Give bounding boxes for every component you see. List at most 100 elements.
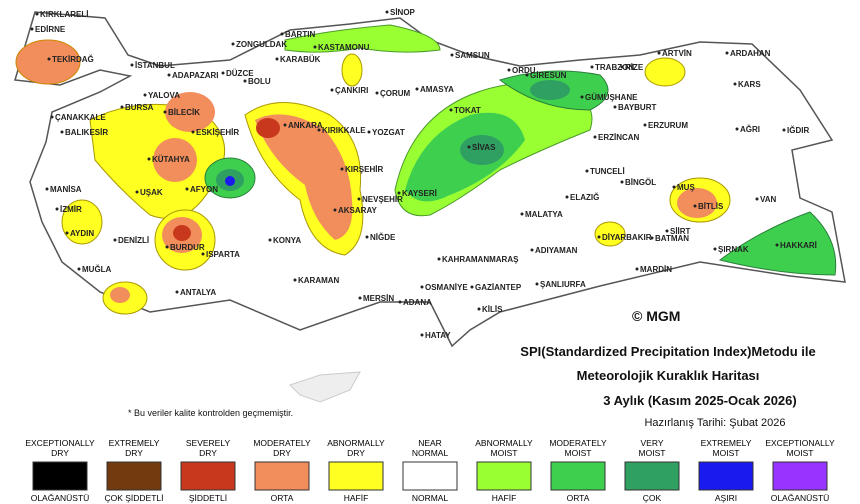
city-label: NİĞDE bbox=[370, 233, 396, 242]
city-label: ADAPAZARI bbox=[172, 71, 219, 80]
legend-label-en: DRY bbox=[125, 448, 143, 458]
city-dot bbox=[113, 238, 117, 242]
city-label: MUĞLA bbox=[82, 265, 112, 274]
legend-label-en: DRY bbox=[51, 448, 69, 458]
city-label: KIRKLARELİ bbox=[40, 10, 88, 19]
city-dot bbox=[477, 307, 481, 311]
city-label: ERZİNCAN bbox=[598, 133, 640, 142]
city-dot bbox=[333, 208, 337, 212]
city-dot bbox=[130, 63, 134, 67]
legend-swatch bbox=[106, 461, 162, 491]
city-dot bbox=[450, 53, 454, 57]
legend-swatch bbox=[180, 461, 236, 491]
dry-zone bbox=[644, 57, 686, 87]
legend-label-en: EXCEPTIONALLY bbox=[765, 438, 835, 448]
city-dot bbox=[635, 267, 639, 271]
city-label: ADANA bbox=[403, 298, 432, 307]
city-label: DENİZLİ bbox=[118, 236, 149, 245]
city-label: TEKİRDAĞ bbox=[52, 55, 94, 64]
city-dot bbox=[420, 285, 424, 289]
city-label: TOKAT bbox=[454, 106, 481, 115]
city-dot bbox=[365, 235, 369, 239]
city-label: DİYARBAKIR bbox=[602, 233, 652, 242]
dry-zone bbox=[255, 114, 353, 240]
legend-swatch bbox=[328, 461, 384, 491]
city-dot bbox=[367, 130, 371, 134]
city-label: KASTAMONU bbox=[318, 43, 370, 52]
city-dot bbox=[693, 204, 697, 208]
legend-swatch bbox=[624, 461, 680, 491]
legend-label-en: EXCEPTIONALLY bbox=[25, 438, 95, 448]
city-label: KARAMAN bbox=[298, 276, 340, 285]
city-dot bbox=[147, 157, 151, 161]
legend-label-en: SEVERELY bbox=[186, 438, 231, 448]
city-dot bbox=[735, 127, 739, 131]
city-dot bbox=[143, 93, 147, 97]
city-dot bbox=[657, 51, 661, 55]
city-label: GAZİANTEP bbox=[475, 283, 522, 292]
city-label: KARS bbox=[738, 80, 761, 89]
city-label: DÜZCE bbox=[226, 69, 254, 78]
map bbox=[14, 11, 846, 403]
legend-label-en: MODERATELY bbox=[253, 438, 311, 448]
cyprus bbox=[289, 371, 361, 403]
city-dot bbox=[175, 290, 179, 294]
legend-swatch bbox=[698, 461, 754, 491]
city-label: TUNCELİ bbox=[590, 167, 625, 176]
city-dot bbox=[167, 73, 171, 77]
city-dot bbox=[357, 197, 361, 201]
city-dot bbox=[620, 180, 624, 184]
moist-zone bbox=[718, 211, 837, 276]
legend-label-en: MOIST bbox=[639, 448, 666, 458]
city-label: UŞAK bbox=[140, 188, 163, 197]
city-label: KAYSERİ bbox=[402, 189, 437, 198]
city-label: KARABÜK bbox=[280, 55, 321, 64]
city-dot bbox=[340, 167, 344, 171]
city-label: KIRIKKALE bbox=[322, 126, 366, 135]
city-dot bbox=[585, 169, 589, 173]
city-label: ÇORUM bbox=[380, 89, 411, 98]
city-dot bbox=[185, 187, 189, 191]
dry-zone bbox=[165, 92, 215, 132]
legend-swatch bbox=[476, 461, 532, 491]
title-line: Meteorolojik Kuraklık Haritası bbox=[577, 368, 760, 383]
city-label: AKSARAY bbox=[338, 206, 377, 215]
moist-zone bbox=[530, 80, 570, 100]
city-dot bbox=[580, 95, 584, 99]
logo: © MGM bbox=[632, 308, 680, 324]
legend-label-en: DRY bbox=[347, 448, 365, 458]
city-label: VAN bbox=[760, 195, 777, 204]
city-dot bbox=[593, 135, 597, 139]
legend-swatch bbox=[772, 461, 828, 491]
legend-label-tr: OLAĞANÜSTÜ bbox=[771, 493, 830, 503]
city-dot bbox=[163, 110, 167, 114]
city-label: BURSA bbox=[125, 103, 154, 112]
legend-label-en: ABNORMALLY bbox=[475, 438, 533, 448]
city-dot bbox=[467, 145, 471, 149]
city-label: AĞRI bbox=[740, 125, 760, 134]
city-label: ELAZIĞ bbox=[570, 193, 599, 202]
city-dot bbox=[358, 296, 362, 300]
city-dot bbox=[590, 65, 594, 69]
city-label: BARTIN bbox=[285, 30, 315, 39]
legend-swatch bbox=[32, 461, 88, 491]
city-label: SİİRT bbox=[670, 227, 691, 236]
city-dot bbox=[275, 57, 279, 61]
city-label: İZMİR bbox=[60, 205, 82, 214]
city-label: ESKİŞEHİR bbox=[196, 128, 239, 137]
legend-label-en: EXTREMELY bbox=[701, 438, 752, 448]
city-label: TRABZON bbox=[595, 63, 634, 72]
city-dot bbox=[420, 333, 424, 337]
dry-zone bbox=[341, 53, 363, 87]
city-label: BATMAN bbox=[655, 234, 689, 243]
title-block: SPI(Standardized Precipitation Index)Met… bbox=[520, 344, 815, 408]
legend-label-en: MOIST bbox=[491, 448, 518, 458]
legend-label-tr: HAFİF bbox=[492, 493, 517, 503]
legend-label-tr: AŞIRI bbox=[715, 493, 737, 503]
city-dot bbox=[755, 197, 759, 201]
city-dot bbox=[317, 128, 321, 132]
title-line: SPI(Standardized Precipitation Index)Met… bbox=[520, 344, 815, 359]
city-dot bbox=[620, 65, 624, 69]
city-dot bbox=[733, 82, 737, 86]
city-dot bbox=[47, 57, 51, 61]
